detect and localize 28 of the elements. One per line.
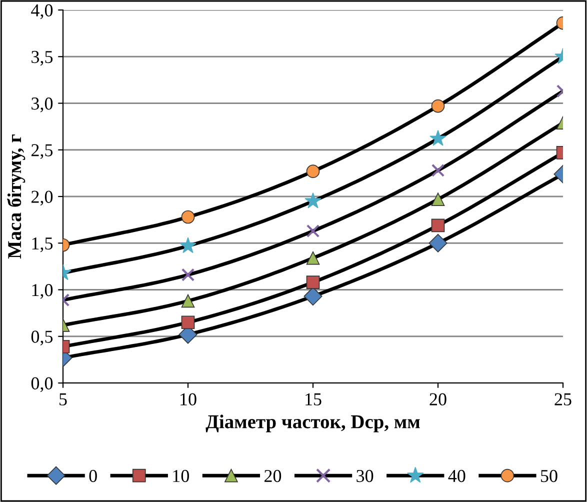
point <box>306 164 320 178</box>
y-tick-label: 1,0 <box>32 284 53 299</box>
y-tick-label: 3,5 <box>32 50 53 66</box>
point <box>306 224 320 238</box>
point <box>304 192 322 208</box>
x-tick-label: 20 <box>430 393 446 406</box>
point <box>306 276 320 289</box>
x-tick-label: 15 <box>306 393 322 406</box>
point <box>306 251 320 265</box>
legend-label: 10 <box>173 470 189 482</box>
y-tick-label: 2,0 <box>32 190 53 206</box>
point <box>304 287 322 306</box>
legend-label: 30 <box>356 470 374 482</box>
y-tick-label: 4,0 <box>31 4 53 20</box>
x-tick-label: 5 <box>60 393 67 406</box>
x-axis-title: Діаметр часток, Dcp, мм <box>206 414 420 432</box>
legend-label: 50 <box>541 470 558 482</box>
x-tick-label: 25 <box>554 393 572 406</box>
x-tick-label: 10 <box>180 393 196 406</box>
legend-label: 40 <box>448 470 466 482</box>
y-tick-label: 0,0 <box>31 377 53 392</box>
legend-label: 20 <box>264 470 282 482</box>
y-tick-label: 2,5 <box>32 144 53 159</box>
y-tick-label: 1,5 <box>32 237 53 252</box>
y-axis-title: Маса бітуму, г <box>7 134 26 259</box>
legend-label: 0 <box>89 470 97 482</box>
y-tick-label: 0,5 <box>31 330 53 346</box>
y-tick-label: 3,0 <box>32 98 53 112</box>
